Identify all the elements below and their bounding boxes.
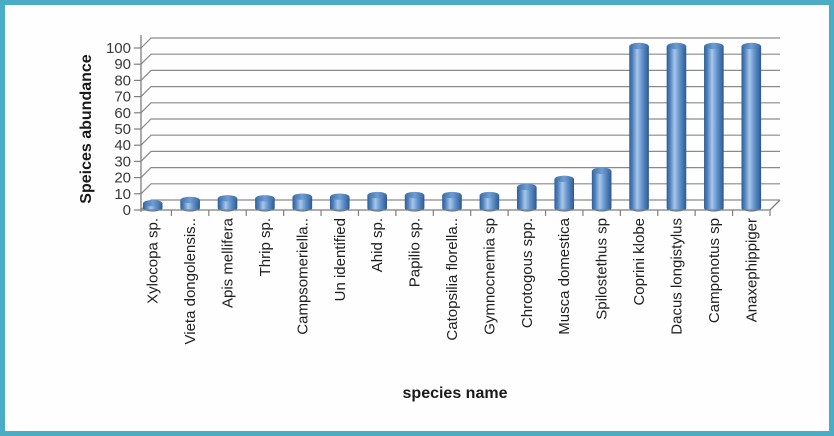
bar-chrotogous-spp- [517,183,537,212]
gridline-50 [140,118,780,130]
x-category-label: Un identified [332,218,349,301]
bar-body [554,178,575,212]
x-category-label: Campsomeriella.. [294,218,311,335]
bar-body [591,170,612,212]
x-category-label: Vieta dongolensis.. [182,218,199,344]
bar-catopsilia-florella- [442,191,462,212]
bar-apis-mellifera [217,195,238,212]
bar-coprini-klobe [629,42,649,212]
bar-cap [330,193,350,200]
axes-group [134,35,781,216]
bar-camponotus-sp [704,42,724,212]
bar-spilostethus-sp [591,167,612,212]
bar-body [479,194,500,212]
bar-cap [143,199,163,207]
bar-papilio-sp- [404,191,425,212]
bar-xylocopa-sp- [142,199,163,212]
gridline-70 [140,86,780,98]
x-category-label: Anaxephippiger [743,218,760,322]
x-category-label: Apis mellifera [220,217,237,308]
x-category-label: Catopsilia florella.. [444,218,461,341]
bar-campsomeriella- [292,193,313,212]
y-tick-label-0: 0 [123,202,131,219]
bar-musca-domestica [554,175,575,212]
y-tick-label-30: 30 [114,153,131,170]
gridlines-group [140,37,780,211]
x-category-label: Thrip sp. [257,218,274,276]
y-tick-label-80: 80 [114,72,131,89]
bar-body [704,45,724,212]
bar-ahid-sp- [367,191,387,212]
bar-body [404,194,425,212]
bar-cap [479,191,499,199]
bar-anaxephippiger [741,42,762,212]
bars-group [142,42,762,212]
bar-body [629,45,649,212]
x-category-label: Spilostethus sp [594,218,611,320]
bar-cap [554,175,574,183]
x-category-label: Musca domestica [556,217,573,334]
bar-body [180,199,200,212]
y-tick-label-20: 20 [114,170,131,187]
y-tick-label-90: 90 [114,56,131,73]
bar-body [741,45,762,212]
y-tick-label-10: 10 [114,186,131,203]
x-category-label: Camponotus sp [706,218,723,323]
bar-cap [255,195,275,202]
bar-cap [592,167,612,174]
bar-cap [367,191,387,199]
y-tick-label-100: 100 [106,40,131,57]
bar-cap [741,42,761,50]
bar-cap [704,42,724,50]
gridline-100 [140,37,780,49]
bar-cap [405,191,425,199]
bar-body [367,194,387,212]
gridline-20 [140,167,780,179]
bar-cap [218,195,238,202]
bar-un-identified [329,193,350,212]
x-tick-labels-group: Xylocopa sp. Vieta dongolensis.. Apis mell… [145,217,761,344]
bar-dacus-longistylus [666,42,687,212]
bar-body [666,45,687,212]
bar-body [329,196,350,212]
bar-body [442,194,462,212]
bar-thrip-sp- [255,195,275,212]
bar-cap [442,191,462,199]
y-tick-label-70: 70 [114,89,131,106]
bar-vieta-dongolensis- [180,196,200,212]
y-tick-label-60: 60 [114,105,131,122]
gridline-90 [140,53,780,65]
bar-cap [517,183,537,191]
x-category-label: Coprini klobe [631,218,648,306]
x-category-label: Papilio sp. [407,218,424,287]
gridline-30 [140,150,780,162]
bar-body [217,197,238,212]
bar-cap [629,42,649,50]
y-tick-label-50: 50 [114,121,131,138]
bar-body [292,196,313,212]
x-category-label: Xylocopa sp. [145,218,162,304]
x-category-label: Ahid sp. [369,218,386,272]
gridline-80 [140,69,780,81]
bar-gymnocnemia-sp [479,191,500,212]
bar-cap [292,193,312,200]
x-category-label: Gymnocnemia sp [481,218,498,335]
bar-cap [180,196,200,204]
gridline-40 [140,134,780,146]
gridline-60 [140,102,780,114]
x-axis-title: species name [403,385,508,402]
y-axis-title: Speices abundance [78,54,95,203]
bar-body [517,186,537,212]
bar-body [255,197,275,212]
x-category-label: Dacus longistylus [668,218,685,335]
bar-cap [666,42,686,50]
y-tick-label-40: 40 [114,137,131,154]
x-category-label: Chrotogous spp. [519,218,536,328]
